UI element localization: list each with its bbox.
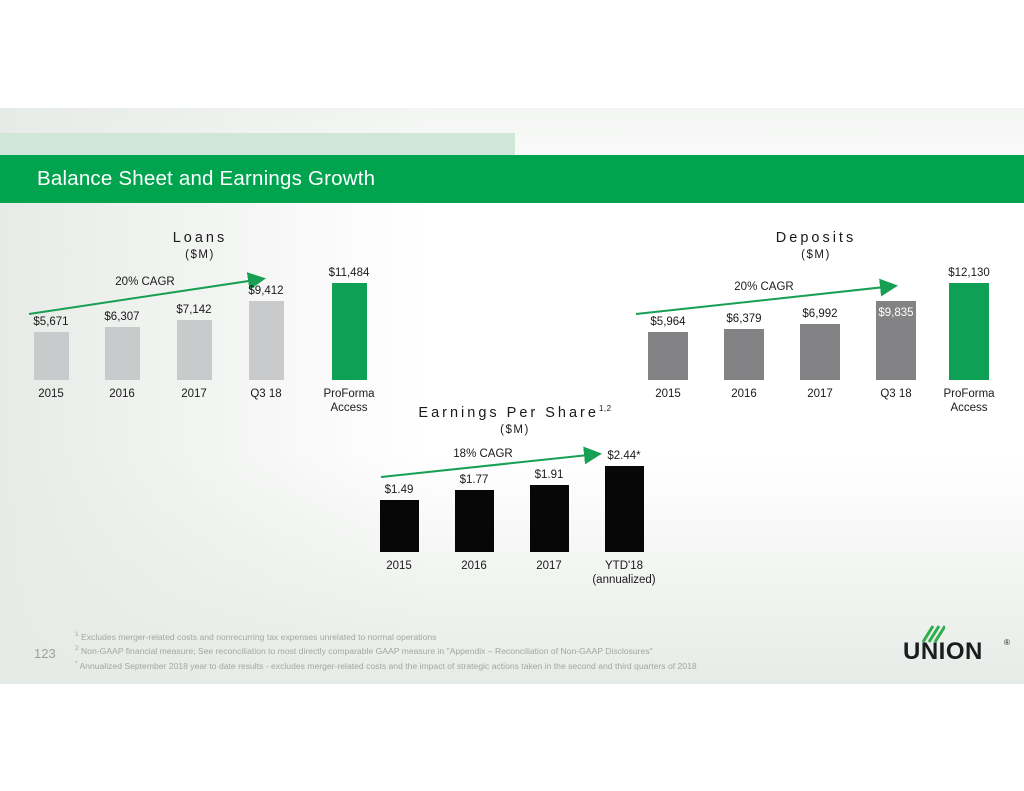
bar-column: $6,307 2016	[80, 250, 164, 400]
registered-mark: ®	[1004, 638, 1010, 647]
bar	[104, 326, 140, 380]
loans-chart-unit: ($M)	[185, 249, 215, 261]
bar-value-label: $6,307	[104, 310, 140, 323]
bar-column: $11,484 ProForma Access	[307, 250, 391, 414]
bar	[724, 329, 764, 380]
bar	[876, 301, 916, 380]
bar-value-label: $5,671	[33, 316, 69, 329]
bar	[648, 332, 688, 380]
loans-chart-plot: $5,671 2015 $6,307 2016 $7,142 2017 $9,412 Q3 1…	[9, 250, 410, 414]
bar	[949, 283, 989, 380]
x-axis-label: ProForma Access	[943, 388, 995, 414]
x-axis-label: 2015	[386, 560, 412, 572]
deposits-cagr-arrow	[635, 278, 898, 315]
bar-value-label: $6,379	[726, 313, 762, 325]
content-background	[0, 108, 1024, 684]
bar	[33, 332, 69, 380]
bar-column: $7,142 2017	[152, 250, 236, 400]
bar-value-label: $9,412	[248, 284, 284, 297]
union-logo-text: UNION	[903, 638, 983, 665]
bar-value-label: $1.91	[534, 468, 564, 481]
accent-band	[0, 133, 515, 155]
deposits-chart-unit: ($M)	[801, 249, 831, 261]
deposits-chart-title: Deposits	[775, 230, 857, 246]
bar	[529, 484, 569, 552]
x-axis-label: 2017	[807, 388, 833, 400]
x-axis-label: YTD'18 (annualized)	[592, 560, 656, 586]
loans-chart-header: Loans ($M)	[10, 230, 390, 261]
bar-column: $9,835 Q3 18	[854, 250, 938, 400]
x-axis-label: 2016	[731, 388, 757, 400]
loans-cagr-arrow	[28, 272, 266, 315]
bar	[379, 499, 419, 552]
x-axis-label: Q3 18	[250, 388, 282, 400]
bar-value-label: $9,835	[878, 307, 914, 320]
x-axis-label: 2015	[655, 388, 681, 400]
footnotes: 1 Excludes merger-related costs and nonr…	[75, 629, 697, 672]
x-axis-label: Q3 18	[880, 388, 912, 400]
bar-value-label: $1.49	[384, 483, 414, 496]
x-axis-label: 2017	[536, 560, 562, 572]
deposits-chart-plot: $5,964 2015 $6,379 2016 $6,992 2017 $9,835 Q3 1…	[630, 250, 1024, 414]
bar-column: $6,992 2017	[778, 250, 862, 400]
eps-chart-title: Earnings Per Share1,2	[418, 404, 612, 421]
bar-value-label: $6,992	[802, 308, 838, 321]
x-axis-label: 2016	[461, 560, 487, 572]
eps-chart-header: Earnings Per Share1,2 ($M)	[360, 404, 670, 436]
bar-column: $2.44* YTD'18 (annualized)	[582, 420, 666, 586]
footnote-2: 2 Non-GAAP financial measure; See reconc…	[75, 645, 653, 657]
bar-value-label: $2.44*	[607, 450, 641, 462]
bar-value-label: $5,964	[650, 316, 686, 329]
bar	[176, 319, 212, 380]
loans-cagr-label: 20% CAGR	[115, 276, 175, 288]
x-axis-label: 2016	[109, 388, 135, 400]
bar-column: $1.49 2015	[357, 420, 441, 572]
bar	[248, 300, 284, 380]
footnote-1: 1 Excludes merger-related costs and nonr…	[75, 631, 437, 642]
eps-cagr-label: 18% CAGR	[453, 448, 513, 460]
union-logo: UNION ®	[903, 622, 1021, 667]
bar	[331, 283, 367, 380]
bar-value-label: $1.77	[459, 473, 489, 486]
x-axis-label: ProForma Access	[323, 388, 375, 414]
bar-column: $1.91 2017	[507, 420, 591, 572]
title-bar: Balance Sheet and Earnings Growth	[0, 155, 1024, 203]
bar	[604, 466, 644, 552]
page-title: Balance Sheet and Earnings Growth	[37, 167, 376, 190]
eps-cagr-arrow	[380, 446, 602, 478]
deposits-cagr-label: 20% CAGR	[734, 281, 794, 293]
footnote-3: * Annualized September 2018 year to date…	[75, 659, 697, 671]
bar-column: $12,130 ProForma Access	[927, 250, 1011, 414]
bar-column: $6,379 2016	[702, 250, 786, 400]
bar-value-label: $11,484	[328, 267, 370, 279]
bar-column: $5,964 2015	[626, 250, 710, 400]
bar	[454, 489, 494, 552]
bar	[800, 324, 840, 380]
page-number: 123	[34, 646, 56, 661]
eps-chart-plot: $1.49 2015 $1.77 2016 $1.91 2017 $2.44* YTD'18 …	[357, 420, 660, 586]
bar-value-label: $12,130	[948, 267, 990, 279]
x-axis-label: 2015	[38, 388, 64, 400]
bar-column: $9,412 Q3 18	[224, 250, 308, 401]
deposits-chart-header: Deposits ($M)	[640, 230, 992, 261]
bar-column: $5,671 2015	[9, 250, 93, 400]
bar-column: $1.77 2016	[432, 420, 516, 572]
eps-chart-unit: ($M)	[500, 424, 530, 436]
eps-title-footnote-ref: 1,2	[598, 404, 612, 413]
bar-value-label: $7,142	[176, 303, 212, 316]
union-logo-mark-icon	[921, 625, 945, 643]
x-axis-label: 2017	[181, 388, 207, 400]
loans-chart-title: Loans	[172, 230, 228, 246]
